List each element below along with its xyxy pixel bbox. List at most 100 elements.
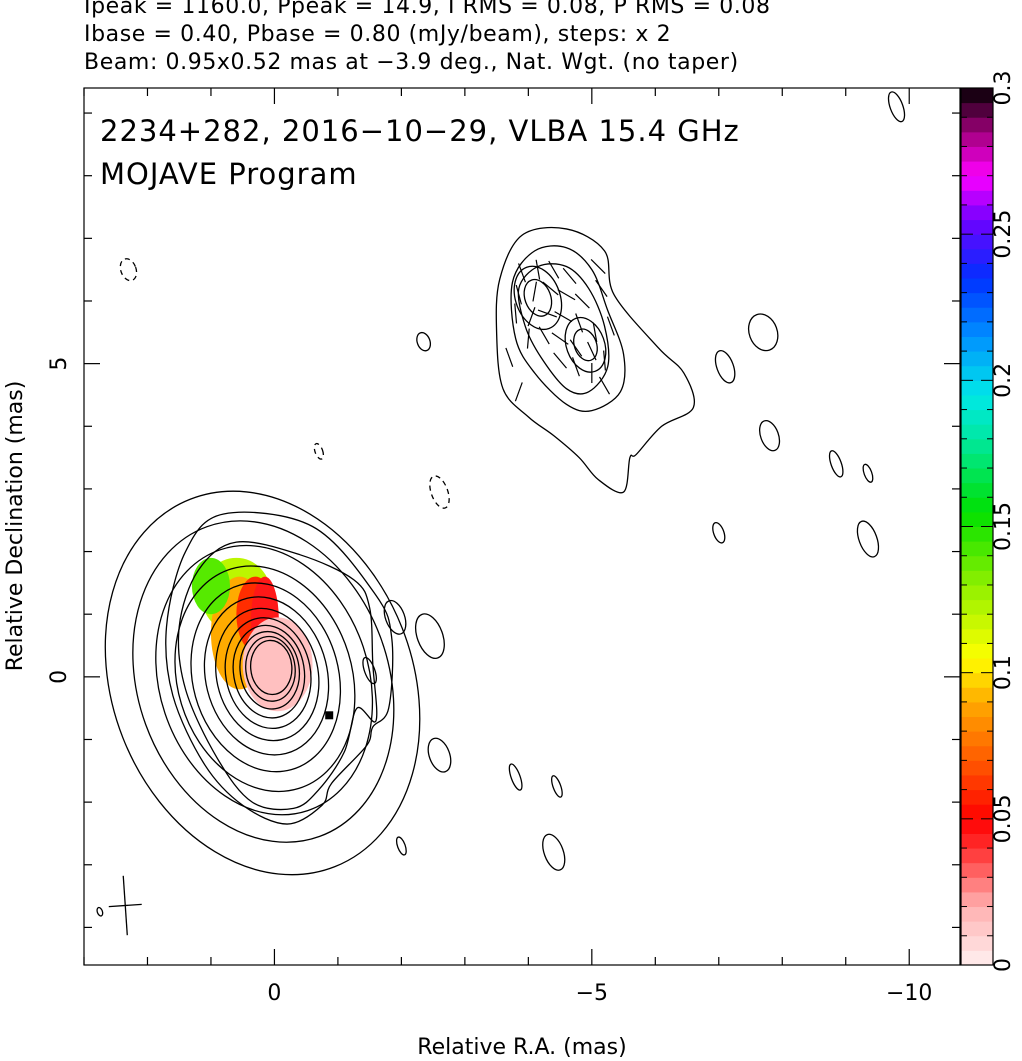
colorbar-step-4 xyxy=(961,891,993,908)
x-axis-label: Relative R.A. (mas) xyxy=(417,1035,626,1060)
evpa-vector-2 xyxy=(548,260,560,279)
colorbar-step-10 xyxy=(961,804,993,820)
header-line-base: Ibase = 0.40, Pbase = 0.80 (mJy/beam), s… xyxy=(84,22,672,47)
colorbar-step-54 xyxy=(961,161,993,177)
noise-contour-10 xyxy=(313,442,325,460)
beam-minor-axis xyxy=(108,903,142,908)
contour-layer xyxy=(96,91,906,917)
noise-contour-16 xyxy=(551,775,563,798)
plot-frame xyxy=(83,87,961,966)
evpa-vector-7 xyxy=(557,289,576,301)
colorbar-step-30 xyxy=(961,511,993,527)
polarization-patch-5 xyxy=(242,617,313,712)
chart-subtitle: MOJAVE Program xyxy=(100,157,358,191)
colorbar-step-8 xyxy=(961,833,993,849)
core-contour-5 xyxy=(215,607,320,742)
noise-contour-12 xyxy=(414,613,445,659)
colorbar-step-49 xyxy=(961,234,993,250)
header-line-beam: Beam: 0.95x0.52 mas at −3.9 deg., Nat. W… xyxy=(84,50,739,75)
core-contour-3 xyxy=(232,624,306,719)
evpa-vector-20 xyxy=(603,350,606,371)
noise-contour-8 xyxy=(712,521,726,544)
evpa-vector-26 xyxy=(514,382,523,402)
evpa-vector-16 xyxy=(538,326,550,345)
colorbar-step-18 xyxy=(961,687,993,703)
colorbar-step-15 xyxy=(961,731,993,747)
colorbar-label-2: 0.1 xyxy=(991,655,1016,690)
evpa-vector-13 xyxy=(575,313,584,333)
evpa-vector-6 xyxy=(542,281,559,296)
noise-contour-7 xyxy=(856,520,880,558)
evpa-vector-5 xyxy=(532,281,538,302)
colorbar-step-33 xyxy=(961,468,993,484)
core-contour-2 xyxy=(239,630,301,710)
colorbar-label-1: 0.05 xyxy=(991,794,1016,843)
core-outer-contour-1 xyxy=(177,541,378,811)
colorbar-step-29 xyxy=(961,526,993,542)
evpa-vector-layer xyxy=(325,259,615,720)
colorbar-step-57 xyxy=(961,117,993,133)
core-contour-8 xyxy=(174,565,356,793)
colorbar-step-23 xyxy=(961,614,993,630)
noise-contour-1 xyxy=(416,331,432,352)
evpa-vector-4 xyxy=(515,284,522,305)
evpa-vector-8 xyxy=(574,293,590,309)
noise-contour-2 xyxy=(714,349,736,384)
noise-contour-3 xyxy=(747,313,779,352)
noise-contour-5 xyxy=(828,450,844,478)
colorbar-label-0: 0 xyxy=(991,958,1016,972)
colorbar-step-13 xyxy=(961,760,993,776)
core-outer-contour-2 xyxy=(165,511,394,825)
colorbar-step-2 xyxy=(961,921,993,937)
colorbar-step-42 xyxy=(961,336,993,352)
colorbar-step-34 xyxy=(961,453,993,469)
colorbar-step-19 xyxy=(961,672,993,688)
colorbar-step-27 xyxy=(961,555,993,571)
noise-contour-13 xyxy=(362,656,378,685)
jet-knot-1-contour-0 xyxy=(564,316,607,373)
colorbar-step-40 xyxy=(961,365,993,381)
core-contour-0 xyxy=(249,639,293,696)
evpa-vector-10 xyxy=(527,307,536,327)
evpa-vector-12 xyxy=(554,311,573,323)
colorbar-step-35 xyxy=(961,438,993,454)
colorbar-step-28 xyxy=(961,541,993,557)
colorbar-step-9 xyxy=(961,818,993,834)
jet-inner-contour xyxy=(517,263,610,395)
colorbar-step-25 xyxy=(961,584,993,601)
colorbar-step-32 xyxy=(961,482,993,498)
evpa-vector-29 xyxy=(606,316,615,336)
colorbar-step-31 xyxy=(961,497,993,513)
colorbar-step-11 xyxy=(961,789,993,805)
colorbar-step-52 xyxy=(961,190,993,206)
colorbar-step-37 xyxy=(961,409,993,425)
polarization-patch-2 xyxy=(191,557,231,615)
colorbar-step-55 xyxy=(961,146,993,162)
chart-title: 2234+282, 2016−10−29, VLBA 15.4 GHz xyxy=(100,114,740,148)
colorbar-step-0 xyxy=(961,950,993,966)
colorbar-step-17 xyxy=(961,701,993,718)
colorbar: 0 0.05 0.1 0.15 0.2 0.25 0.3 xyxy=(960,71,1016,972)
core-contour-11 xyxy=(104,490,421,876)
noise-contour-20 xyxy=(96,906,104,917)
colorbar-label-3: 0.15 xyxy=(991,502,1016,551)
noise-contour-18 xyxy=(542,833,566,871)
evpa-vector-17 xyxy=(551,332,569,345)
colorbar-step-26 xyxy=(961,570,993,586)
colorbar-step-24 xyxy=(961,599,993,615)
evpa-vector-15 xyxy=(526,328,530,349)
axis-ticks: 0 −5 −10 0 5 xyxy=(47,88,960,1006)
colorbar-step-1 xyxy=(961,935,993,951)
core-contour-7 xyxy=(190,582,342,773)
colorbar-step-51 xyxy=(961,204,993,221)
core-contour-9 xyxy=(155,544,374,816)
evpa-vector-9 xyxy=(514,303,518,324)
evpa-vector-28 xyxy=(595,279,608,297)
evpa-vector-18 xyxy=(569,339,583,357)
evpa-vector-3 xyxy=(562,267,577,284)
evpa-vector-11 xyxy=(537,309,557,318)
colorbar-label-5: 0.25 xyxy=(991,210,1016,259)
noise-contour-4 xyxy=(758,419,781,452)
beam-marker xyxy=(108,875,142,936)
